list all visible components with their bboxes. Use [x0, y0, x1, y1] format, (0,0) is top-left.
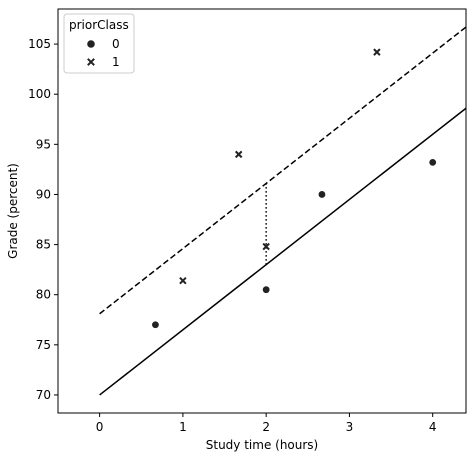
x-tick-label: 4: [429, 420, 437, 434]
x-tick-label: 2: [262, 420, 270, 434]
legend-box: [63, 13, 135, 74]
y-tick-label: 80: [36, 288, 51, 302]
x-axis-label: Study time (hours): [206, 438, 319, 452]
point-class-0: [318, 191, 326, 198]
legend-circle-marker: [87, 40, 95, 48]
point-class-1: [262, 242, 270, 251]
y-tick-label: 105: [28, 37, 51, 51]
legend-title: priorClass: [69, 18, 129, 32]
y-tick-label: 75: [36, 338, 51, 352]
solid-line: [99, 107, 466, 396]
point-class-0: [152, 321, 159, 329]
point-class-0: [262, 286, 270, 294]
legend: priorClass 01: [63, 13, 135, 74]
y-tick-label: 85: [36, 238, 51, 252]
y-tick-label: 100: [28, 87, 51, 101]
x-axis-ticks: 0 1 2 3 4: [96, 413, 437, 434]
x-tick-label: 1: [179, 420, 187, 434]
y-tick-label: 95: [36, 137, 51, 151]
legend-x-marker: [87, 58, 95, 66]
x-tick-label: 0: [96, 420, 104, 434]
y-tick-label: 90: [36, 187, 51, 201]
axes-frame: [57, 8, 467, 414]
y-tick-label: 70: [36, 388, 51, 402]
data-points: [152, 48, 437, 329]
x-tick-label: 3: [346, 420, 354, 434]
fit-lines: [99, 26, 466, 396]
point-class-0: [429, 158, 437, 166]
point-class-1: [179, 276, 187, 285]
legend-entries: 01: [87, 37, 120, 69]
point-class-1: [234, 150, 243, 159]
y-axis-ticks: 70 75 80 85 90 95 100 105: [28, 37, 58, 402]
legend-entry-label: 1: [112, 55, 120, 69]
dashed-line: [99, 26, 466, 315]
point-class-1: [373, 48, 381, 56]
legend-entry-label: 0: [112, 37, 120, 51]
y-axis-label: Grade (percent): [6, 163, 20, 259]
